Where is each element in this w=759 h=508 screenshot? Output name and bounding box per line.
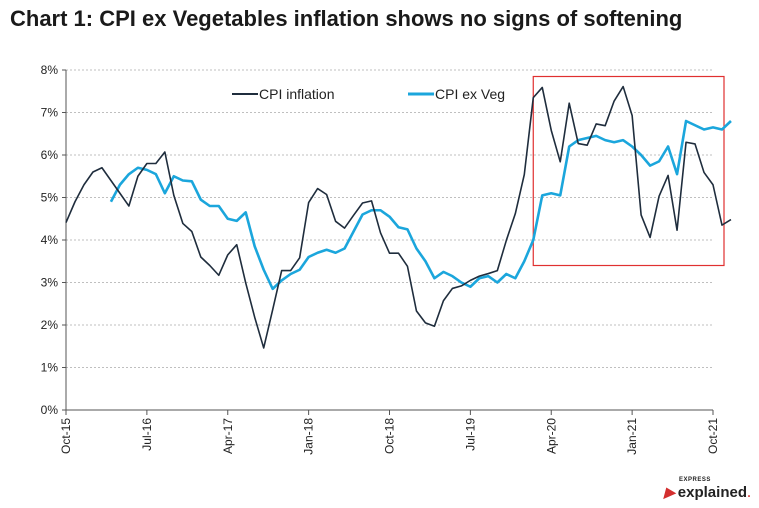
y-tick-label: 7%	[41, 106, 59, 120]
logo-dot: .	[747, 484, 751, 501]
x-tick-label: Apr-17	[221, 418, 235, 454]
y-axis: 0% 1% 2% 3% 4% 5% 6% 7% 8%	[41, 63, 67, 417]
x-tick-label: Jan-18	[302, 418, 316, 455]
highlight-box	[532, 75, 725, 267]
y-tick-label: 3%	[41, 276, 59, 290]
chart-title: Chart 1: CPI ex Vegetables inflation sho…	[10, 6, 683, 31]
logo-mark-icon: ▶	[663, 486, 678, 501]
x-tick-label: Jul-16	[140, 418, 154, 451]
legend-label: CPI inflation	[259, 86, 334, 102]
gridlines	[66, 69, 713, 368]
series-lines	[65, 85, 732, 349]
x-axis: Oct-15 Jul-16 Apr-17 Jan-18 Oct-18 Jul-19 Apr-…	[59, 409, 720, 455]
logo-small-text: EXPRESS	[679, 477, 711, 483]
y-tick-label: 6%	[41, 148, 59, 162]
legend: CPI inflation CPI ex Veg	[232, 86, 505, 102]
highlight-rect	[532, 75, 725, 267]
x-tick-label: Apr-20	[544, 418, 558, 454]
y-tick-label: 2%	[41, 318, 59, 332]
series-line-cpi-inflation	[65, 85, 732, 349]
x-tick-label: Oct-18	[383, 418, 397, 454]
legend-label: CPI ex Veg	[435, 86, 505, 102]
express-explained-logo: EXPRESS ▶explained.	[663, 477, 751, 502]
x-tick-label: Oct-21	[706, 418, 720, 454]
y-tick-label: 0%	[41, 403, 59, 417]
x-tick-label: Oct-15	[59, 418, 73, 454]
logo-main-text: explained	[677, 484, 747, 501]
series-line-cpi-ex-veg	[109, 119, 732, 291]
x-tick-label: Jan-21	[625, 418, 639, 455]
x-tick-label: Jul-19	[463, 418, 477, 451]
y-tick-label: 1%	[41, 361, 59, 375]
y-tick-label: 8%	[41, 63, 59, 77]
y-tick-label: 4%	[41, 233, 59, 247]
y-tick-label: 5%	[41, 191, 59, 205]
